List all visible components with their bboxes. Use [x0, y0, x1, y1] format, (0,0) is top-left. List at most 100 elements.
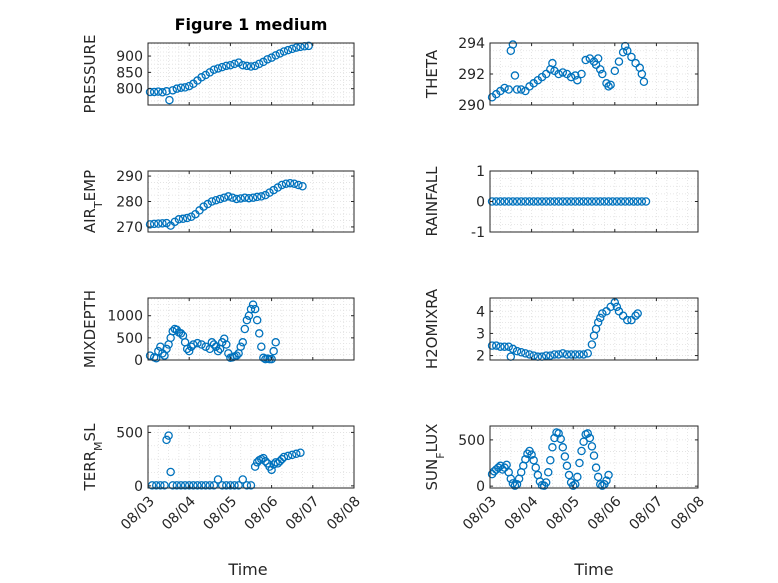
data-point [277, 180, 287, 190]
data-point [546, 197, 555, 206]
data-point [156, 481, 165, 490]
data-point [566, 197, 576, 206]
data-point [598, 69, 607, 79]
data-point [629, 197, 638, 206]
data-point [491, 341, 501, 350]
data-point [242, 61, 252, 71]
data-point [283, 45, 293, 55]
data-point [259, 353, 268, 363]
data-point [228, 193, 237, 202]
data-point [541, 69, 551, 79]
data-point [508, 197, 518, 206]
data-point [222, 61, 231, 71]
data-point [631, 311, 640, 320]
data-point [222, 340, 231, 349]
data-point [236, 342, 245, 351]
data-point [558, 197, 568, 206]
data-point [575, 350, 584, 359]
data-point [620, 197, 630, 206]
data-point [533, 197, 543, 206]
data-point [211, 342, 221, 351]
x-tick-label: 08/05 [200, 494, 240, 534]
data-point [606, 80, 615, 90]
data-point [238, 338, 248, 347]
data-point [250, 61, 260, 71]
data-point [575, 197, 584, 206]
y-tick-label: 0 [476, 479, 485, 495]
x-tick-label: 08/07 [283, 494, 323, 534]
data-point [562, 350, 572, 359]
data-point [604, 470, 613, 480]
data-point [162, 435, 171, 445]
data-point [164, 431, 173, 440]
data-point [203, 199, 212, 209]
data-point [162, 344, 171, 354]
data-point [577, 69, 586, 79]
data-point [205, 481, 215, 490]
data-point [147, 481, 157, 490]
data-point [516, 347, 526, 357]
y-axis-label: MIXDEPTH [81, 290, 99, 368]
data-point [296, 448, 305, 457]
data-point [184, 346, 194, 356]
data-point [257, 342, 266, 351]
subplot-theta: 290 292 294 THETA [423, 36, 699, 114]
data-point [290, 179, 299, 188]
data-point [209, 65, 219, 75]
data-point [180, 481, 190, 490]
data-point [187, 212, 196, 221]
data-point [566, 350, 576, 359]
data-point [541, 478, 551, 487]
data-point [267, 53, 276, 62]
data-point [568, 481, 578, 490]
data-point [178, 214, 188, 224]
data-point [604, 197, 613, 206]
data-point [510, 71, 520, 80]
data-point [209, 481, 219, 490]
data-point [240, 193, 250, 202]
x-axis-label: Time [227, 560, 267, 579]
y-tick-label: 0 [134, 353, 143, 369]
data-point [271, 338, 280, 347]
data-point [168, 86, 177, 95]
data-point [531, 463, 541, 472]
data-point [149, 219, 159, 229]
data-point [546, 455, 555, 465]
data-point [600, 197, 609, 206]
data-point [207, 197, 217, 206]
data-point [222, 481, 231, 490]
data-point [252, 192, 262, 202]
data-points [145, 178, 307, 230]
data-point [275, 49, 285, 58]
data-point [199, 202, 208, 211]
data-point [633, 309, 642, 318]
data-point [294, 180, 303, 190]
data-point [583, 349, 593, 358]
data-point [577, 446, 586, 456]
data-point [589, 451, 599, 460]
y-tick-label: 500 [116, 331, 143, 347]
data-point [217, 62, 227, 72]
y-axis-label: SUNFLUX [423, 424, 447, 491]
data-point [502, 460, 511, 470]
data-point [573, 75, 582, 85]
data-point [529, 351, 538, 360]
axes-box [147, 425, 355, 489]
data-point [487, 341, 497, 350]
data-point [548, 443, 557, 452]
data-point [248, 193, 258, 202]
data-point [556, 434, 565, 444]
x-tick-label: 08/06 [242, 493, 282, 533]
data-point [226, 481, 235, 490]
data-point [172, 84, 182, 93]
data-point [587, 340, 597, 349]
data-point [593, 318, 603, 327]
data-point [550, 433, 559, 443]
data-point [287, 44, 297, 54]
data-point [209, 340, 219, 349]
y-tick-label: 292 [458, 67, 485, 83]
y-tick-label: 280 [116, 195, 143, 211]
subplot-air-temp: 270 280 290 AIRTEMP [81, 169, 355, 236]
y-axis-label: THETA [423, 49, 441, 99]
